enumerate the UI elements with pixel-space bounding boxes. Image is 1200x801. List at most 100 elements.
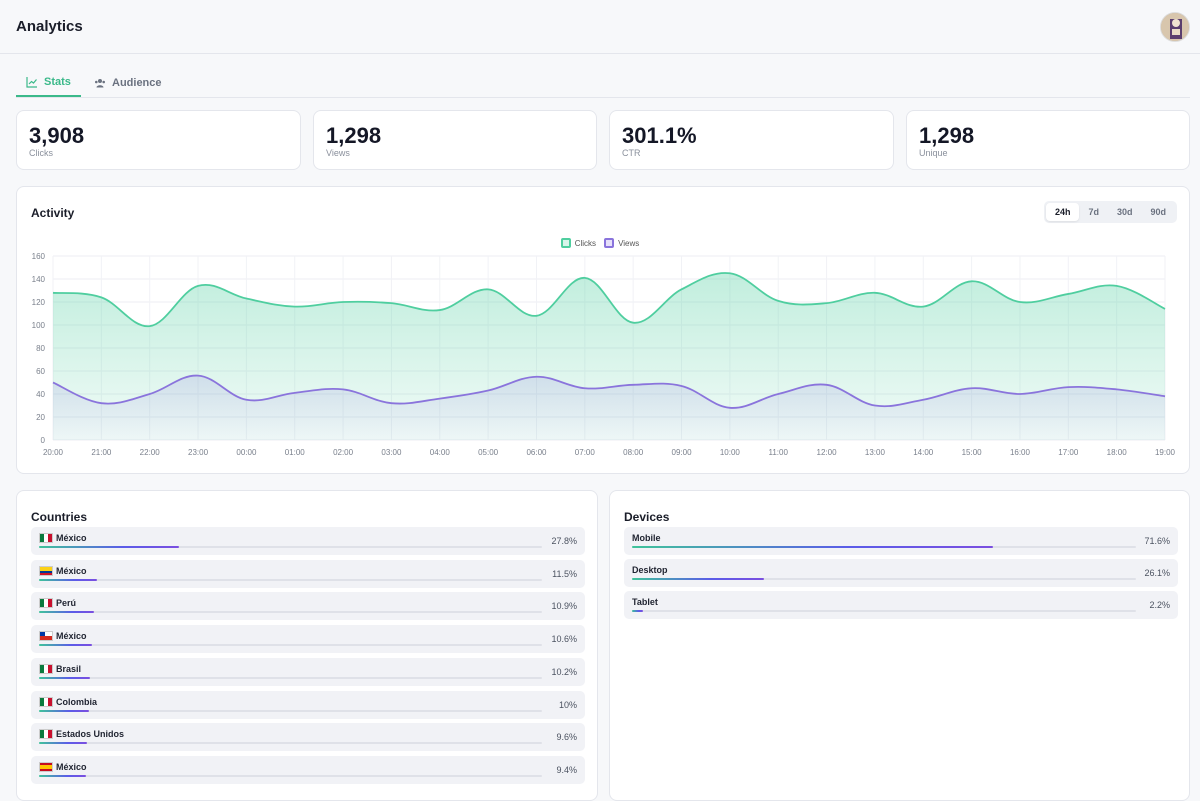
countries-title: Countries	[31, 510, 88, 524]
flag-icon	[39, 565, 53, 576]
country-name: México	[39, 631, 87, 642]
y-tick-label: 0	[41, 436, 46, 445]
x-tick-label: 06:00	[526, 448, 547, 457]
progress-fill	[39, 709, 90, 712]
x-tick-label: 09:00	[672, 448, 693, 457]
country-label: México	[56, 631, 87, 642]
range-90d[interactable]: 90d	[1150, 207, 1166, 217]
flag-icon	[39, 631, 53, 642]
flag-icon	[39, 761, 53, 772]
country-name: Brasil	[39, 663, 82, 674]
progress-track	[39, 578, 542, 581]
chart-legend: Clicks Views	[0, 238, 1200, 248]
flag-icon	[39, 729, 53, 740]
stat-label: Clicks	[29, 148, 53, 158]
range-24h[interactable]: 24h	[1045, 203, 1080, 221]
x-tick-label: 20:00	[43, 448, 64, 457]
x-tick-label: 08:00	[623, 448, 644, 457]
x-tick-label: 16:00	[1010, 448, 1031, 457]
y-tick-label: 160	[32, 252, 46, 261]
country-name: México	[39, 533, 87, 543]
x-tick-label: 02:00	[333, 448, 354, 457]
users-icon	[95, 78, 105, 87]
top-bar: Analytics	[0, 0, 1200, 54]
stat-card-ctr: 301.1% CTR	[609, 110, 894, 170]
country-label: Perú	[56, 598, 77, 609]
stat-card-views: 1,298 Views	[313, 110, 597, 170]
list-item[interactable]: México 11.5%	[31, 559, 585, 588]
progress-fill	[39, 644, 93, 647]
device-name: Mobile	[632, 533, 661, 543]
legend-item-views[interactable]: Views	[604, 238, 639, 248]
legend-item-clicks[interactable]: Clicks	[560, 238, 596, 248]
countries-card: Countries México 27.8% México 11.5% Perú 10.9…	[16, 490, 598, 801]
country-percent: 9.6%	[556, 732, 577, 743]
country-percent: 9.4%	[556, 764, 577, 775]
flag-icon	[39, 533, 53, 543]
devices-card: Devices Mobile 71.6% Desktop 26.1% Tablet 2.2…	[609, 490, 1190, 801]
progress-track	[39, 611, 542, 614]
x-tick-label: 21:00	[91, 448, 112, 457]
country-label: Brasil	[56, 663, 82, 674]
x-tick-label: 14:00	[913, 448, 934, 457]
progress-track	[39, 546, 542, 548]
country-percent: 10.2%	[551, 666, 577, 677]
series-line-views[interactable]	[52, 374, 1166, 409]
progress-track	[39, 676, 542, 679]
progress-fill	[632, 610, 644, 612]
list-item[interactable]: Mobile 71.6%	[624, 527, 1178, 555]
avatar[interactable]	[1160, 12, 1190, 42]
list-item[interactable]: Perú 10.9%	[31, 592, 585, 621]
legend-swatch	[560, 238, 571, 248]
x-tick-label: 22:00	[140, 448, 161, 457]
x-tick-label: 18:00	[1107, 448, 1128, 457]
chart-series	[52, 272, 1166, 440]
tab-label: Audience	[112, 76, 162, 89]
flag-icon	[39, 696, 53, 707]
stat-label: Unique	[919, 148, 948, 158]
x-tick-label: 10:00	[720, 448, 741, 457]
x-tick-label: 04:00	[430, 448, 451, 457]
device-name: Desktop	[632, 565, 668, 575]
country-name: México	[39, 761, 87, 772]
stat-value: 1,298	[326, 123, 382, 148]
series-line-clicks[interactable]	[52, 272, 1166, 328]
range-selector: 24h 7d 30d 90d	[1043, 201, 1177, 223]
list-item[interactable]: Estados Unidos 9.6%	[31, 723, 585, 752]
stat-card-clicks: 3,908 Clicks	[16, 110, 301, 170]
legend-label: Views	[618, 238, 640, 248]
y-tick-label: 100	[32, 321, 46, 330]
list-item[interactable]: México 10.6%	[31, 625, 585, 654]
progress-track	[632, 546, 1136, 548]
x-tick-label: 13:00	[865, 448, 886, 457]
y-tick-label: 120	[32, 298, 46, 307]
legend-swatch	[604, 238, 615, 248]
x-tick-label: 23:00	[188, 448, 209, 457]
list-item[interactable]: Desktop 26.1%	[624, 559, 1178, 587]
y-tick-label: 140	[32, 275, 46, 284]
tab-audience[interactable]: Audience	[84, 68, 172, 97]
country-name: México	[39, 565, 87, 576]
tab-stats[interactable]: Stats	[16, 68, 81, 97]
x-tick-label: 15:00	[962, 448, 983, 457]
device-name: Tablet	[632, 597, 658, 607]
flag-icon	[39, 598, 53, 609]
list-item[interactable]: México 27.8%	[31, 527, 585, 555]
progress-track	[39, 774, 542, 777]
list-item[interactable]: Colombia 10%	[31, 690, 585, 719]
stat-value: 3,908	[29, 123, 85, 148]
country-label: México	[56, 761, 87, 772]
progress-fill	[39, 742, 88, 745]
progress-track	[39, 742, 542, 745]
country-percent: 27.8%	[551, 536, 577, 546]
country-name: Perú	[39, 598, 77, 609]
stat-card-unique: 1,298 Unique	[906, 110, 1190, 170]
device-percent: 26.1%	[1144, 568, 1170, 578]
avatar-image-icon	[1161, 13, 1189, 41]
list-item[interactable]: México 9.4%	[31, 755, 585, 784]
list-item[interactable]: Tablet 2.2%	[624, 591, 1178, 619]
list-item[interactable]: Brasil 10.2%	[31, 657, 585, 686]
country-label: Colombia	[56, 696, 98, 707]
range-30d[interactable]: 30d	[1116, 207, 1133, 217]
range-7d[interactable]: 7d	[1088, 207, 1099, 217]
